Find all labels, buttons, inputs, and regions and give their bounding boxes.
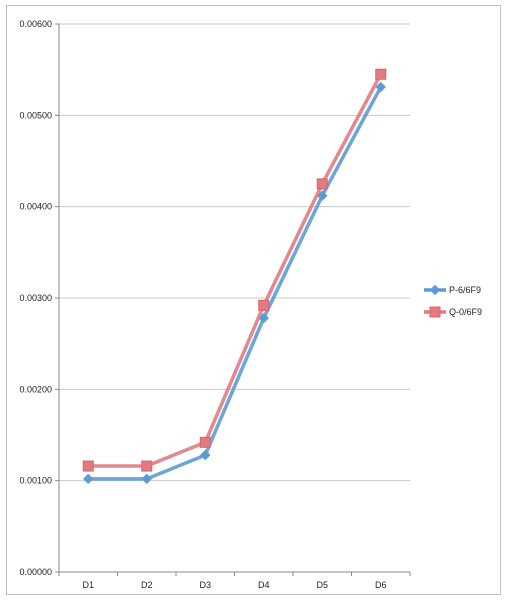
legend-item: Q-0/6F9: [424, 306, 482, 318]
x-axis-ticks: D1 D2 D3 D4 D5 D6: [58, 572, 411, 590]
y-tick-label: 0.00000: [19, 567, 52, 577]
data-point: [316, 178, 328, 190]
data-point: [83, 473, 94, 485]
data-point: [82, 460, 94, 472]
legend-label: P-6/6F9: [449, 285, 481, 295]
gridlines: [59, 23, 410, 573]
line-chart: 0.00000 0.00100 0.00200 0.00300 0.00400 0.005…: [19, 19, 482, 590]
legend: P-6/6F9 Q-0/6F9: [424, 284, 482, 318]
y-tick-label: 0.00200: [19, 384, 52, 394]
data-point: [200, 449, 211, 461]
chart-frame: 0.00000 0.00100 0.00200 0.00300 0.00400 0.005…: [6, 5, 501, 595]
legend-item: P-6/6F9: [424, 284, 481, 296]
series-layer: [82, 68, 387, 485]
legend-swatch-marker: [429, 306, 441, 318]
data-point: [375, 81, 386, 93]
data-point: [141, 473, 152, 485]
x-tick-label: D2: [141, 580, 153, 590]
y-tick-label: 0.00600: [19, 19, 52, 29]
y-tick-label: 0.00100: [19, 476, 52, 486]
series-line: [88, 86, 383, 481]
y-tick-label: 0.00500: [19, 110, 52, 120]
data-point: [317, 190, 328, 201]
series-1: [83, 81, 386, 485]
data-point: [199, 436, 211, 448]
y-axis-ticks: 0.00000 0.00100 0.00200 0.00300 0.00400 0.005…: [19, 19, 59, 577]
series-line: [88, 73, 383, 468]
data-point: [375, 68, 387, 80]
x-tick-label: D5: [316, 580, 328, 590]
x-tick-label: D4: [258, 580, 270, 590]
legend-swatch-marker: [429, 284, 441, 296]
x-tick-label: D1: [82, 580, 94, 590]
legend-label: Q-0/6F9: [449, 307, 482, 317]
y-tick-label: 0.00300: [19, 293, 52, 303]
x-tick-label: D3: [199, 580, 211, 590]
y-tick-label: 0.00400: [19, 202, 52, 212]
x-tick-label: D6: [375, 580, 387, 590]
data-point: [141, 460, 153, 472]
data-point: [258, 299, 270, 311]
series-2: [82, 68, 387, 472]
